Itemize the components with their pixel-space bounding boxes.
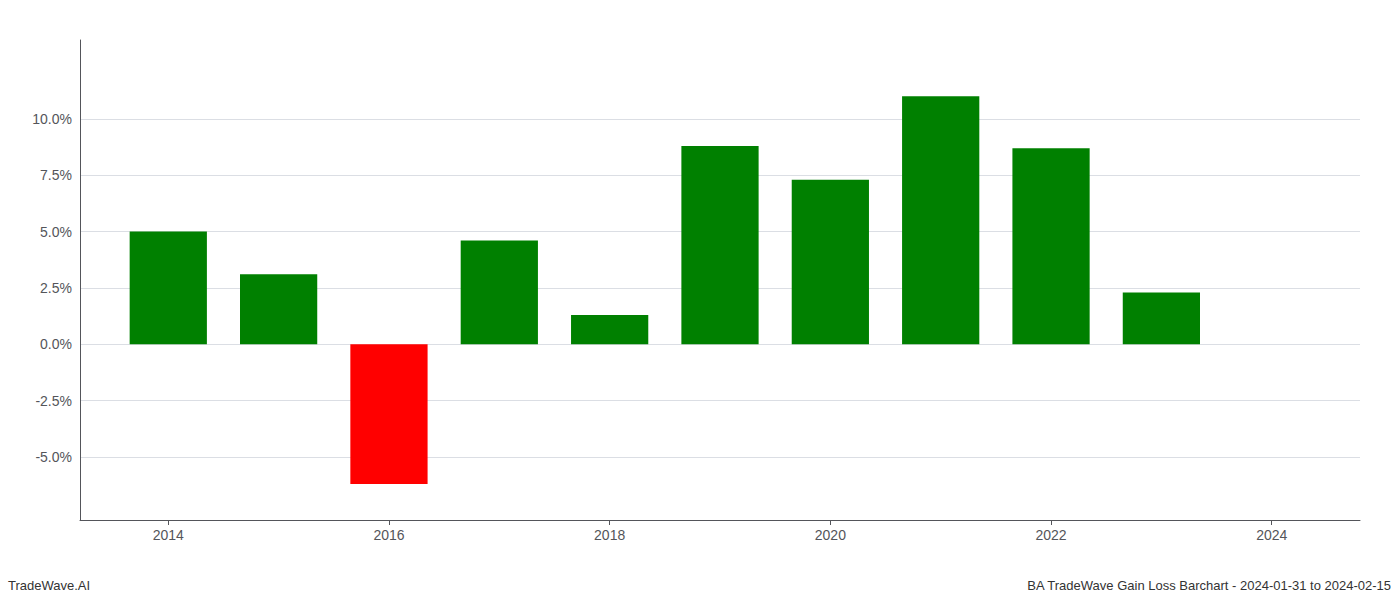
svg-text:10.0%: 10.0% <box>32 111 72 127</box>
svg-text:2024: 2024 <box>1256 527 1287 543</box>
svg-text:BA TradeWave Gain Loss Barchar: BA TradeWave Gain Loss Barchart - 2024-0… <box>1027 578 1391 593</box>
svg-text:-5.0%: -5.0% <box>35 449 72 465</box>
svg-text:2022: 2022 <box>1035 527 1066 543</box>
svg-text:2020: 2020 <box>815 527 846 543</box>
svg-text:2016: 2016 <box>373 527 404 543</box>
svg-text:7.5%: 7.5% <box>40 167 72 183</box>
svg-text:2.5%: 2.5% <box>40 280 72 296</box>
svg-text:2018: 2018 <box>594 527 625 543</box>
svg-text:5.0%: 5.0% <box>40 224 72 240</box>
svg-text:2014: 2014 <box>153 527 184 543</box>
svg-text:TradeWave.AI: TradeWave.AI <box>8 578 90 593</box>
svg-text:-2.5%: -2.5% <box>35 393 72 409</box>
svg-text:0.0%: 0.0% <box>40 336 72 352</box>
